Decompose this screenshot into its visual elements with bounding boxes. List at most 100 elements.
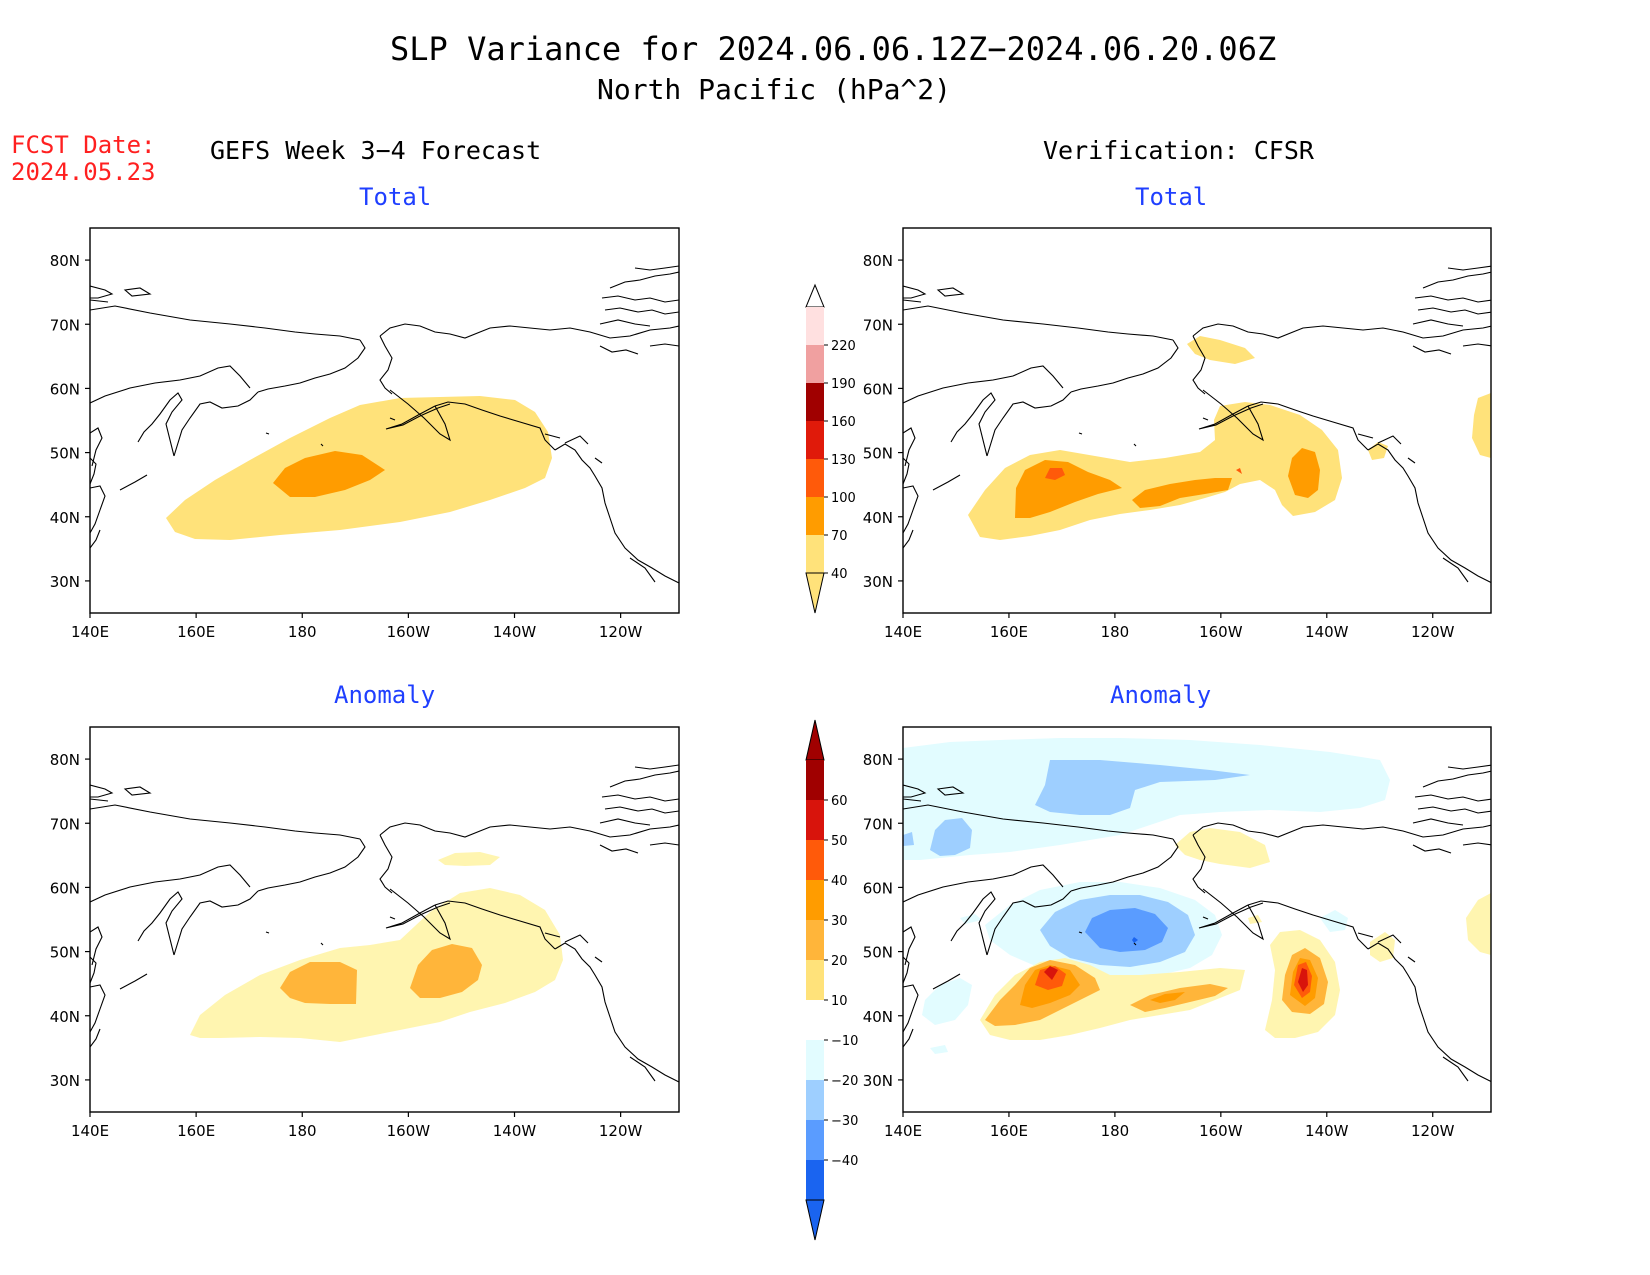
lat-tick-label: 70N — [50, 316, 80, 334]
lon-tick-label: 160E — [177, 1122, 215, 1140]
colorbar-swatch — [806, 421, 824, 459]
contour-anom-pos10-20 — [1175, 828, 1270, 868]
lat-tick-label: 80N — [863, 751, 893, 769]
lon-tick-label: 140W — [493, 623, 537, 641]
colorbar-top-arrow — [805, 719, 825, 761]
lat-tick-label: 60N — [50, 879, 80, 897]
colorbar-swatch — [806, 383, 824, 421]
lon-tick-label: 160E — [990, 623, 1028, 641]
colorbar-swatch — [806, 307, 824, 345]
colorbar-swatch — [806, 459, 824, 497]
colorbar-swatch — [806, 960, 824, 1000]
colorbar-top-arrow — [805, 283, 825, 308]
contour-anom-20-30 — [410, 944, 482, 998]
lon-tick-label: 140E — [884, 1122, 922, 1140]
lat-tick-label: 70N — [50, 815, 80, 833]
lon-tick-label: 140W — [1305, 623, 1349, 641]
lon-tick-label: 180 — [288, 623, 317, 641]
colorbar-bottom-arrow — [805, 572, 825, 614]
lon-tick-label: 160W — [1199, 623, 1243, 641]
colorbar-label: 130 — [831, 453, 856, 468]
contour-anom-pos10-20 — [1248, 915, 1262, 924]
lon-tick-label: 180 — [1101, 1122, 1130, 1140]
axes-layer: 80N 70N 60N 50N 40N 30N 140E 160E 180 160W 140W 120… — [50, 252, 1455, 1140]
colorbar-swatch — [806, 1040, 824, 1080]
panel-title-verification-total: Total — [1135, 183, 1208, 211]
colorbar-label: 160 — [831, 415, 856, 430]
lon-tick-label: 180 — [288, 1122, 317, 1140]
lat-tick-label: 30N — [50, 1072, 80, 1090]
colorbar-label: −10 — [831, 1034, 858, 1049]
lat-tick-label: 40N — [50, 1008, 80, 1026]
contour-total-70-100 — [1288, 448, 1320, 498]
lon-tick-label: 180 — [1101, 623, 1130, 641]
lat-tick-label: 30N — [50, 573, 80, 591]
colorbar-label: 50 — [831, 834, 848, 849]
colorbar-swatch — [806, 760, 824, 800]
colorbar-swatch — [806, 1080, 824, 1120]
lat-tick-label: 80N — [863, 252, 893, 270]
colorbar-swatch — [806, 1000, 824, 1040]
colorbar-label: 190 — [831, 377, 856, 392]
column-title-forecast: GEFS Week 3−4 Forecast — [210, 136, 542, 165]
colorbar-label: 20 — [831, 954, 848, 969]
lon-tick-label: 120W — [599, 1122, 643, 1140]
lat-tick-label: 40N — [50, 509, 80, 527]
lon-tick-label: 160E — [177, 623, 215, 641]
colorbar-label: 60 — [831, 794, 848, 809]
colorbar-bottom-arrow — [805, 1199, 825, 1241]
lat-tick-label: 30N — [863, 573, 893, 591]
contour-anom-pos30-40 — [1150, 992, 1185, 1003]
contour-anom-neg10-neg20 — [922, 978, 972, 1025]
column-title-verification: Verification: CFSR — [1043, 136, 1314, 165]
panel-title-forecast-total: Total — [359, 183, 432, 211]
fcst-date-label: FCST Date: — [11, 131, 156, 159]
contour-anom-pos10-20 — [1466, 893, 1491, 955]
lat-tick-label: 70N — [863, 815, 893, 833]
lon-tick-label: 140E — [71, 623, 109, 641]
colorbar-swatch — [806, 800, 824, 840]
lon-tick-label: 120W — [599, 623, 643, 641]
contour-anom-neg40 — [1132, 937, 1138, 943]
colorbar-label: 220 — [831, 339, 856, 354]
lat-tick-label: 80N — [50, 252, 80, 270]
colorbar-swatch — [806, 920, 824, 960]
figure-title-line2: North Pacific (hPa^2) — [597, 73, 952, 106]
panel-title-verification-anomaly: Anomaly — [1110, 681, 1212, 709]
lon-tick-label: 160W — [387, 623, 431, 641]
colorbar-label: −30 — [831, 1114, 858, 1129]
contour-anom-pos50-60 — [1298, 968, 1308, 992]
lat-tick-label: 60N — [50, 380, 80, 398]
panel-forecast-total — [89, 227, 680, 614]
contour-anom-pos50-60 — [1044, 966, 1058, 980]
colorbar-label: −40 — [831, 1154, 858, 1169]
colorbar-anomaly: 60 50 40 30 20 10 −10 −20 −30 −40 — [805, 719, 858, 1241]
colorbar-swatch — [806, 840, 824, 880]
colorbar-swatch — [806, 535, 824, 573]
contour-anom-pos20-30 — [1130, 984, 1228, 1012]
colorbar-swatch — [806, 497, 824, 535]
lon-tick-label: 140W — [1305, 1122, 1349, 1140]
contour-anom-20-30 — [280, 962, 357, 1004]
lat-tick-label: 50N — [863, 445, 893, 463]
contour-total-70-100 — [1132, 478, 1232, 508]
lat-tick-label: 80N — [50, 751, 80, 769]
lat-tick-label: 50N — [863, 944, 893, 962]
contour-anom-neg20-neg30 — [1035, 760, 1250, 815]
contour-anom-neg30-neg40 — [1085, 908, 1168, 952]
colorbar-label: 30 — [831, 914, 848, 929]
lat-tick-label: 50N — [50, 944, 80, 962]
panel-verification-anomaly — [902, 726, 1492, 1113]
contour-anom-10-20 — [438, 852, 500, 866]
contour-anom-pos10-20 — [1370, 932, 1395, 962]
colorbar-label: 100 — [831, 491, 856, 506]
lat-tick-label: 70N — [863, 316, 893, 334]
panel-forecast-anomaly — [89, 726, 680, 1113]
colorbar-label: 40 — [831, 567, 848, 582]
colorbar-swatch — [806, 1120, 824, 1160]
contour-total-40-70 — [1472, 393, 1491, 458]
colorbar-total: 220 190 160 130 100 70 40 — [805, 283, 856, 614]
fcst-date-value: 2024.05.23 — [11, 158, 156, 186]
figure-title-line1: SLP Variance for 2024.06.06.12Z−2024.06.… — [390, 30, 1277, 68]
